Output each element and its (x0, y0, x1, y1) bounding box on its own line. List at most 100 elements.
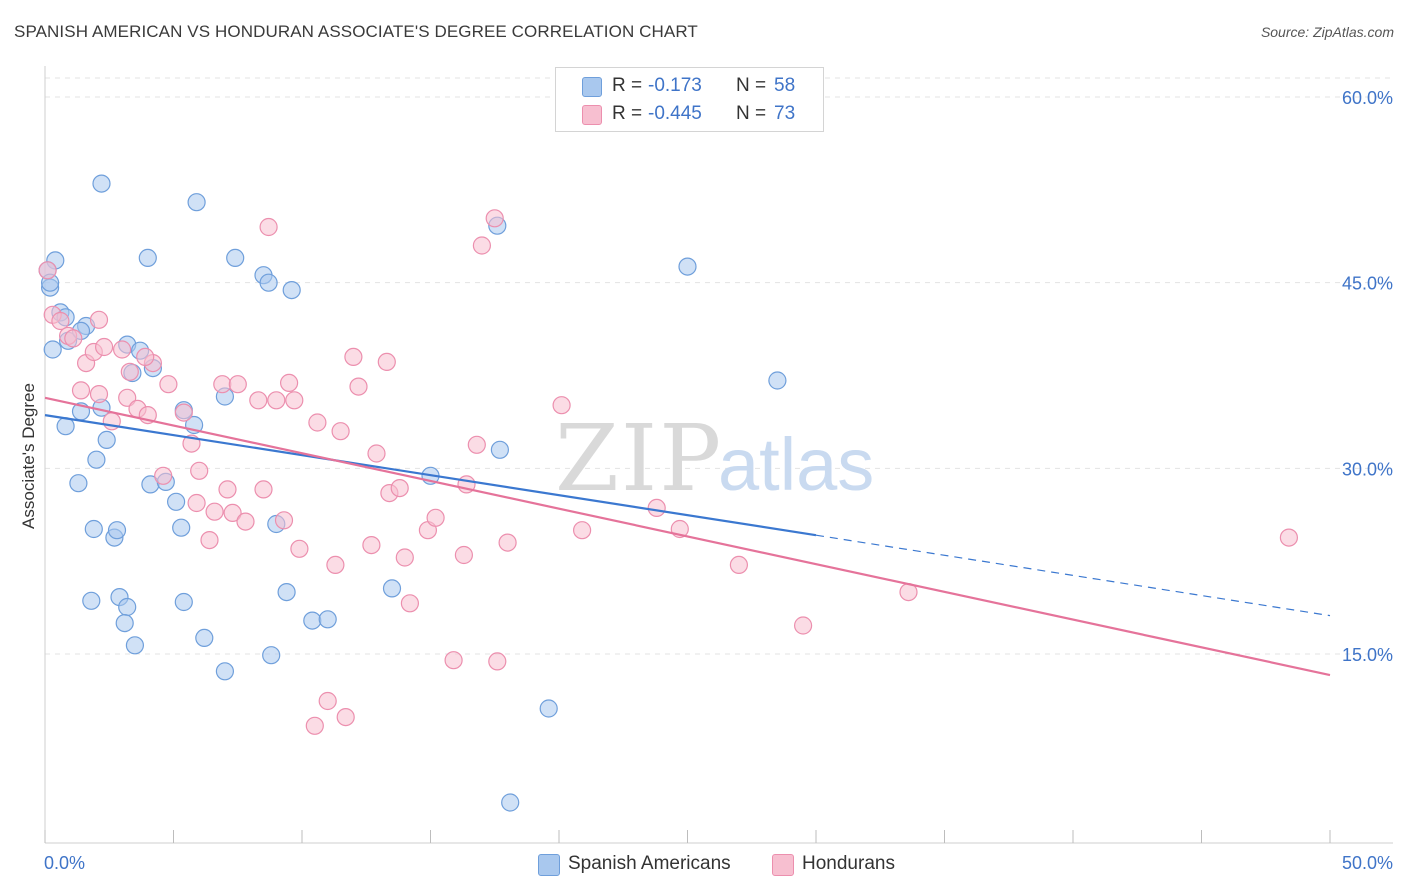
data-point (367, 444, 386, 463)
data-point (187, 493, 206, 513)
trend-lines (44, 396, 1331, 677)
y-tick-label: 15.0% (1342, 645, 1393, 665)
data-point (259, 217, 278, 237)
data-point (274, 511, 294, 530)
data-point (390, 479, 409, 498)
data-point (377, 352, 396, 371)
data-point (254, 480, 273, 499)
data-point (678, 257, 697, 276)
tick-labels: 15.0% 30.0% 45.0% 60.0% 0.0% 50.0% (44, 88, 1393, 873)
data-point (87, 450, 106, 469)
data-point (267, 391, 286, 410)
data-point (552, 396, 571, 415)
trend-line-hondurans (44, 396, 1331, 677)
data-point (195, 628, 214, 648)
data-point (336, 707, 355, 727)
data-point (200, 530, 219, 550)
data-point (120, 362, 139, 381)
data-point (236, 512, 255, 531)
data-point (382, 579, 402, 598)
legend-r-value: -0.173 (648, 75, 702, 96)
data-point (1279, 528, 1299, 547)
bottom-legend-swatch-pink (772, 854, 794, 876)
trend-line-spanish-americans (44, 414, 817, 537)
data-point (280, 373, 299, 392)
chart-title: SPANISH AMERICAN VS HONDURAN ASSOCIATE'S… (14, 22, 698, 41)
y-axis-label: Associate's Degree (19, 383, 38, 529)
y-tick-label: 60.0% (1342, 88, 1393, 108)
data-point (290, 539, 309, 558)
data-point (249, 391, 268, 410)
data-point (349, 377, 368, 396)
series-hondurans (38, 209, 1299, 735)
x-tick-label-min: 0.0% (44, 853, 85, 873)
data-point (318, 610, 337, 629)
data-point (498, 533, 517, 552)
data-point (472, 236, 491, 255)
data-point (223, 503, 242, 523)
data-point (768, 371, 787, 390)
data-point (118, 388, 137, 407)
data-point (226, 248, 245, 267)
legend-r-label: R = (612, 103, 643, 124)
legend-n-label: N = (736, 103, 767, 124)
y-tick-label: 30.0% (1342, 459, 1393, 479)
data-point (488, 652, 507, 671)
legend-r-value: -0.445 (648, 103, 702, 124)
bottom-legend-label: Hondurans (802, 853, 895, 874)
data-point (138, 248, 157, 267)
data-point (400, 594, 419, 613)
data-points (38, 174, 1299, 812)
data-point (71, 381, 91, 400)
data-point (303, 611, 322, 630)
data-point (326, 555, 345, 575)
data-point (187, 193, 206, 212)
data-point (115, 613, 134, 633)
data-point (82, 591, 101, 610)
legend-n-label: N = (736, 75, 767, 96)
data-point (444, 651, 463, 670)
legend-swatch-hondurans (582, 105, 602, 125)
data-point (344, 347, 363, 366)
bottom-legend-label: Spanish Americans (568, 853, 731, 874)
data-point (362, 535, 381, 555)
data-point (285, 391, 304, 410)
data-point (262, 646, 281, 665)
data-point (308, 413, 327, 432)
data-point (305, 716, 324, 735)
data-point (125, 636, 144, 655)
data-point (793, 616, 813, 635)
x-tick-label-max: 50.0% (1342, 853, 1393, 873)
data-point (228, 375, 247, 394)
data-point (136, 347, 155, 366)
data-point (395, 548, 414, 567)
data-point (107, 521, 127, 540)
y-tick-label: 45.0% (1342, 274, 1393, 294)
data-point (43, 340, 62, 359)
data-point (647, 498, 666, 517)
data-point (92, 174, 111, 193)
data-point (729, 555, 749, 575)
data-point (213, 375, 232, 394)
data-point (490, 440, 509, 459)
data-point (277, 582, 296, 602)
data-point (69, 474, 88, 493)
data-point (331, 422, 350, 441)
data-point (467, 435, 486, 454)
legend-r-label: R = (612, 75, 643, 96)
data-point (572, 521, 592, 540)
source-label: Source: ZipAtlas.com (1260, 24, 1394, 40)
data-point (112, 340, 132, 359)
data-point (215, 662, 234, 681)
data-point (89, 310, 109, 329)
legend-swatch-spanish-americans (582, 77, 602, 97)
stats-legend: R = -0.173 N = 58 R = -0.445 N = 73 (555, 67, 824, 132)
data-point (174, 592, 193, 612)
watermark-atlas: atlas (718, 423, 874, 506)
data-point (172, 518, 191, 537)
data-point (159, 375, 178, 394)
data-point (282, 281, 301, 300)
data-point (539, 699, 558, 718)
